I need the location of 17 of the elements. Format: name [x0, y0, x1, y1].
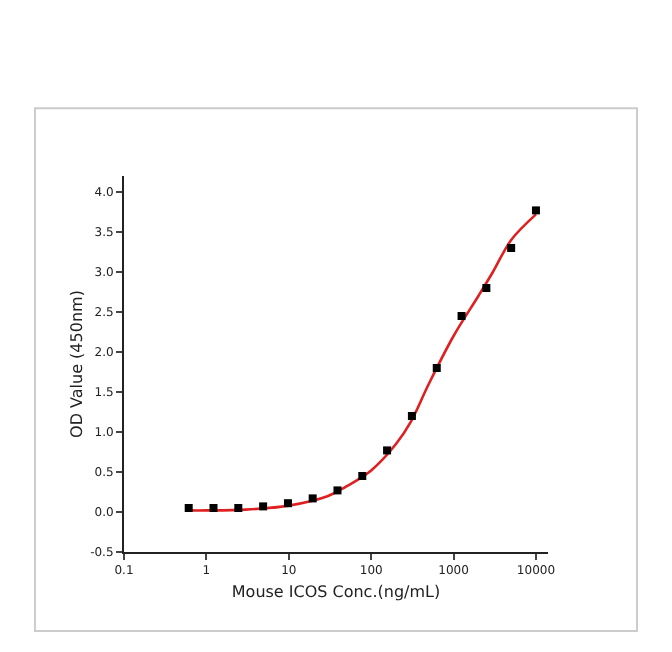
point: [482, 284, 491, 292]
point: [358, 472, 367, 480]
point: [209, 504, 218, 512]
x-axis-title: Mouse ICOS Conc.(ng/mL): [231, 582, 441, 601]
point: [283, 499, 292, 508]
point: [383, 446, 392, 455]
point: [234, 504, 243, 512]
point: [457, 312, 466, 320]
point: [333, 486, 342, 495]
point: [531, 206, 540, 215]
y-axis-title: OD Value (450nm): [67, 290, 86, 438]
point: [184, 504, 193, 512]
point: [407, 412, 416, 420]
point: [432, 364, 441, 372]
point: [507, 244, 516, 252]
point: [259, 502, 268, 511]
point: [308, 494, 317, 503]
